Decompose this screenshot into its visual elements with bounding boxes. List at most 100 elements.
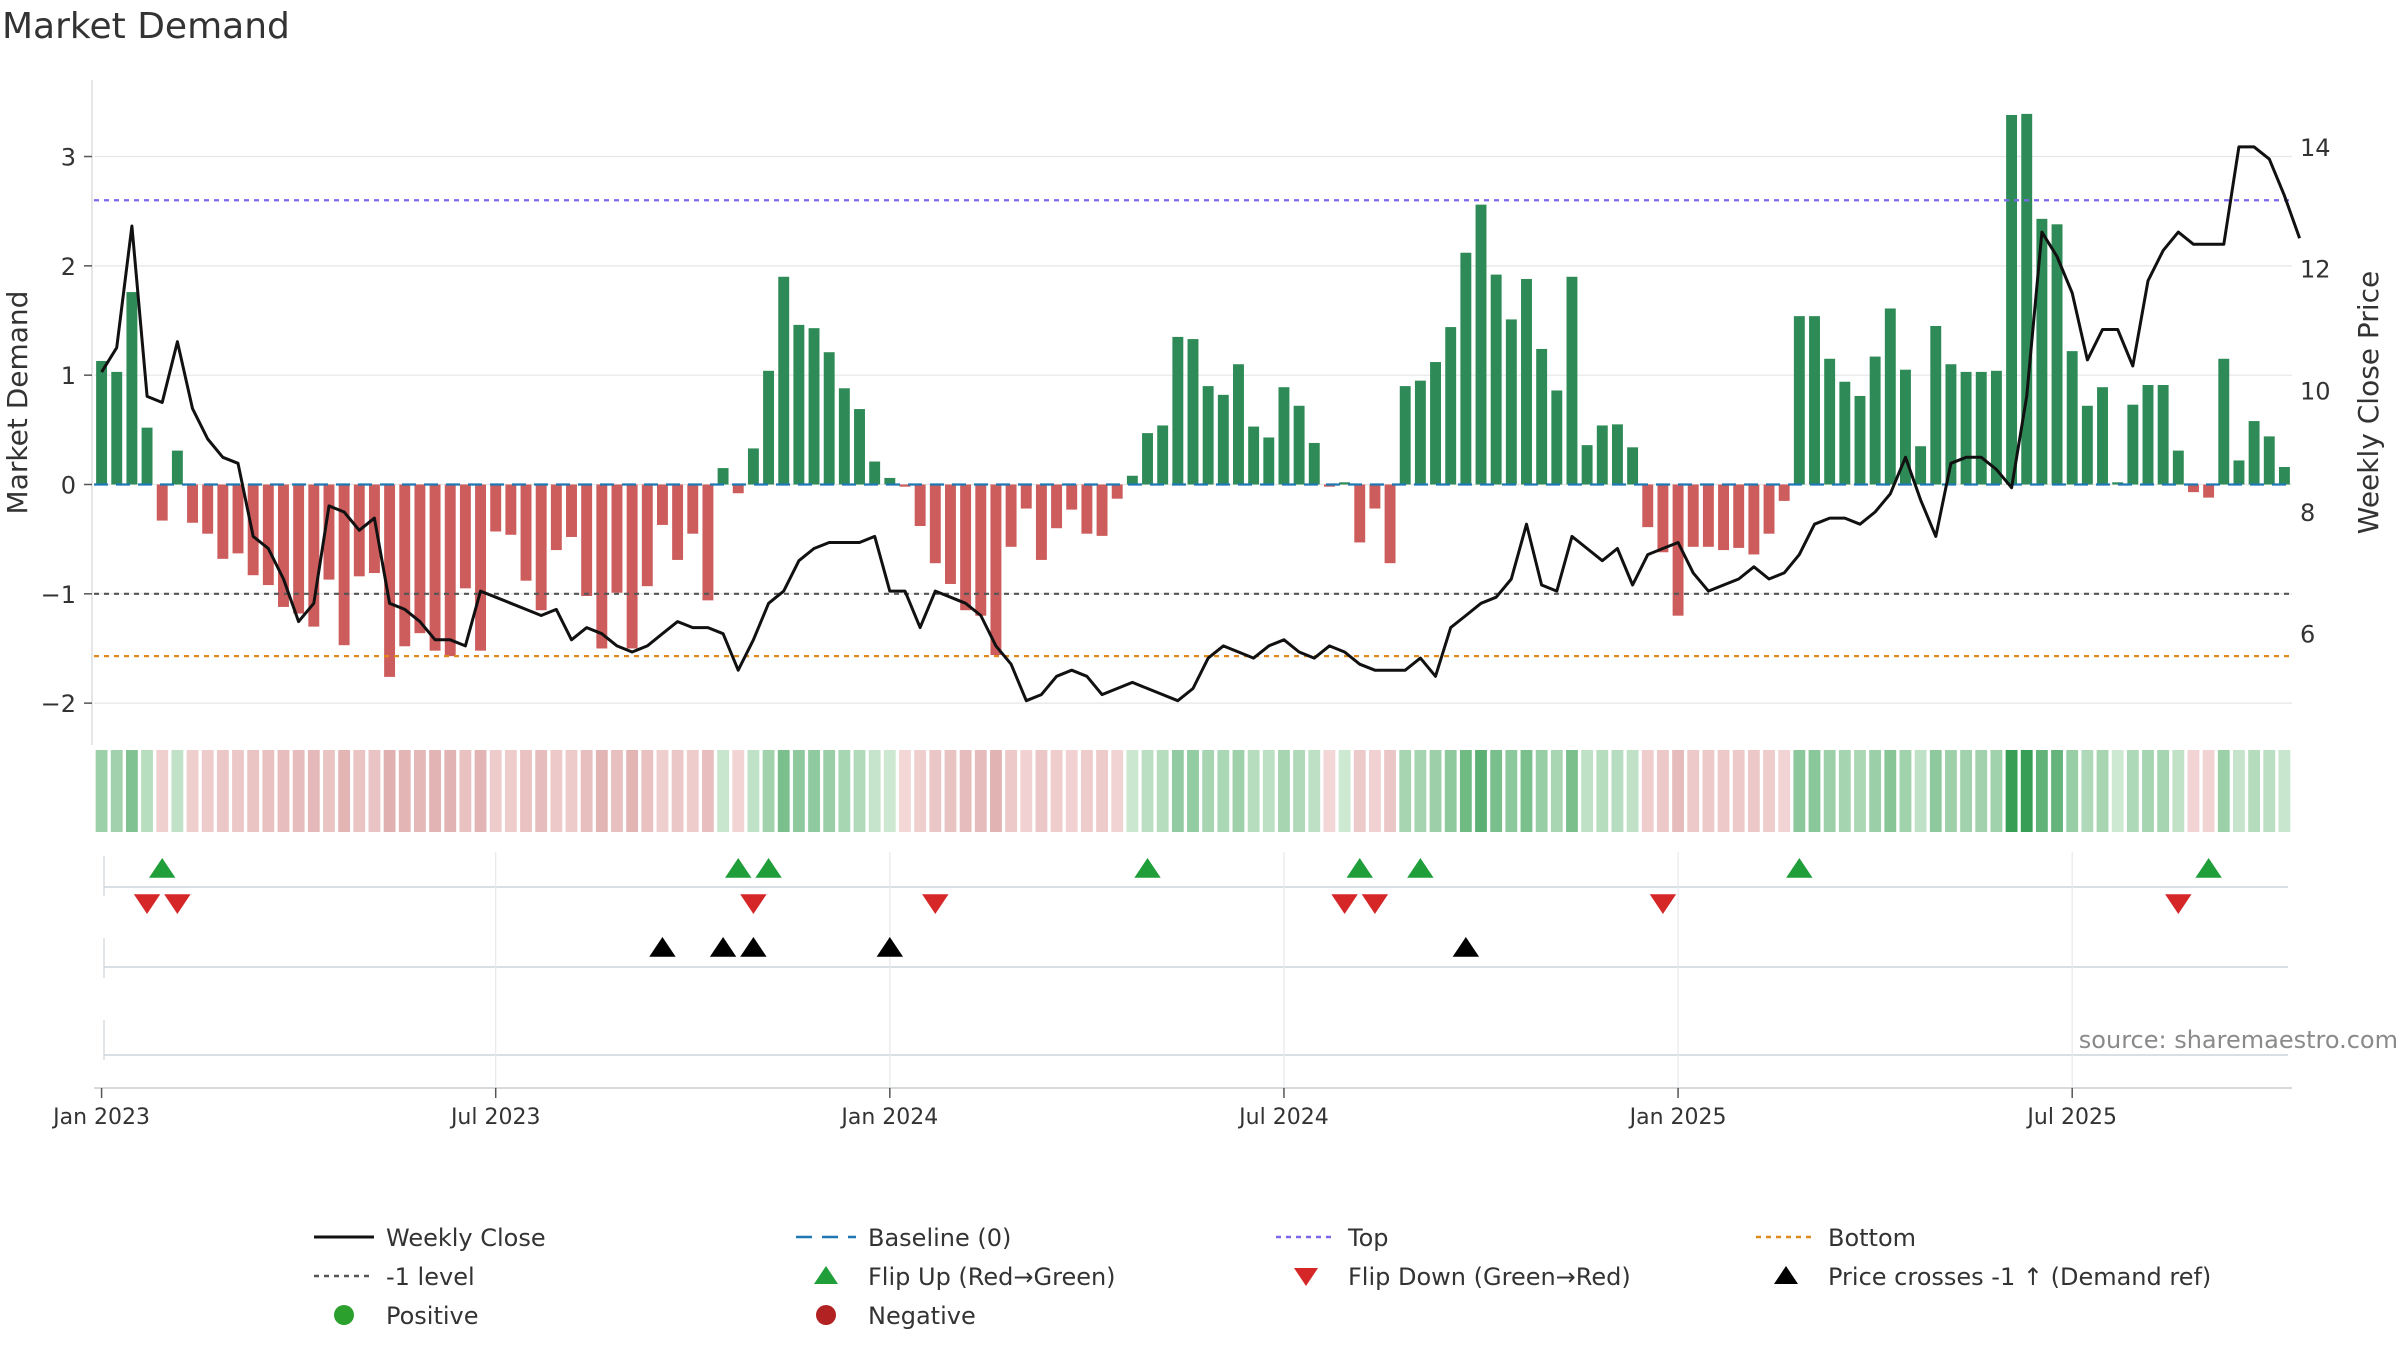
x-tick-label: Jul 2023 [449,1105,541,1130]
demand-heat-strip [95,750,2291,832]
x-tick-label: Jul 2024 [1237,1105,1329,1130]
heat-cell [1414,750,1427,832]
flip-up-marker [1786,858,1813,878]
heat-cell [353,750,366,832]
demand-bar [1217,394,1229,485]
flip-up-swatch [814,1266,838,1284]
heat-cell [1899,750,1912,832]
heat-cell [2233,750,2245,832]
heat-cell [686,750,699,832]
heat-cell [1293,750,1306,832]
price-cross-marker [649,937,676,957]
demand-bar [1248,426,1260,485]
demand-bar [217,484,229,559]
heat-cell [520,750,532,832]
heat-cell [2172,750,2185,832]
heat-cell [823,750,836,832]
y-axis-label: Market Demand [1,291,34,515]
demand-bar [2157,385,2169,485]
heat-cell [2202,750,2215,832]
heat-cell [1838,750,1851,832]
heat-cell [899,750,911,832]
heat-cell [717,750,729,832]
heat-cell [2111,750,2124,832]
flip-down-marker [1331,894,1358,914]
demand-bar [1505,319,1517,485]
heat-cell [307,750,320,832]
heat-cell [2248,750,2261,832]
chart-title: Market Demand [2,6,290,47]
heat-cell [232,750,244,832]
legend-item-baseline: Baseline (0) [796,1224,1011,1252]
heat-cell [1702,750,1715,832]
demand-bar [1733,484,1745,548]
demand-bar [778,276,790,485]
heat-cell [762,750,775,832]
demand-bar [1111,484,1123,499]
heat-cell [2157,750,2170,832]
demand-bar [1748,484,1760,555]
flip-down-marker [164,894,191,914]
demand-bar [1718,484,1730,551]
demand-bar [1430,362,1441,485]
demand-bar [990,484,1002,656]
demand-bar [475,484,487,651]
flip-down-marker [1649,894,1677,914]
demand-bar [2021,113,2033,485]
heat-cell [2142,750,2154,832]
legend-label: Negative [868,1302,976,1330]
demand-bar [384,484,396,677]
demand-bar [960,484,972,611]
heat-cell [1308,750,1321,832]
demand-bar [1399,386,1411,485]
demand-bar [641,484,653,587]
price-cross-marker [709,937,737,957]
demand-bar [505,484,517,535]
heat-cell [2126,750,2139,832]
demand-bar [1081,484,1093,534]
heat-cell [1323,750,1336,832]
heat-cell [2263,750,2276,832]
y-tick-label: 2 [61,253,76,281]
demand-bar [2066,351,2078,485]
legend-label: Price crosses -1 ↑ (Demand ref) [1828,1263,2211,1291]
demand-bar [1293,405,1305,485]
demand-bar [1066,484,1078,510]
heat-cell [1020,750,1033,832]
demand-bar [2172,450,2184,485]
demand-bar [1672,484,1684,616]
flip-up-marker [1407,858,1434,878]
demand-bar [854,409,865,485]
demand-bar [672,484,684,560]
heat-cell [247,750,260,832]
heat-cell [1823,750,1836,832]
demand-bar [1187,339,1199,485]
heat-cell [2096,750,2109,832]
demand-bar [1051,484,1063,529]
heat-cell [1035,750,1048,832]
demand-bars [96,113,2290,677]
heat-cell [1732,750,1745,832]
heat-cell [1717,750,1730,832]
demand-bar [2112,482,2124,485]
heat-cell [1657,750,1669,832]
signal-markers [103,852,2288,1088]
demand-bar [914,484,926,527]
heat-cell [444,750,457,832]
demand-bar [732,484,744,494]
flip-down-marker [740,894,767,914]
heat-cell [2051,750,2063,832]
heat-cell [489,750,502,832]
heat-cell [1065,750,1078,832]
demand-bar [1763,484,1775,534]
flip-up-marker [755,858,782,878]
demand-bar [1975,371,1987,485]
demand-bar [1354,484,1366,543]
heat-cell [1353,750,1366,832]
x-tick-label: Jan 2025 [1628,1105,1727,1130]
heat-cell [792,750,805,832]
demand-bar [1142,433,1153,485]
demand-bar [869,461,881,485]
demand-bar [626,484,638,649]
